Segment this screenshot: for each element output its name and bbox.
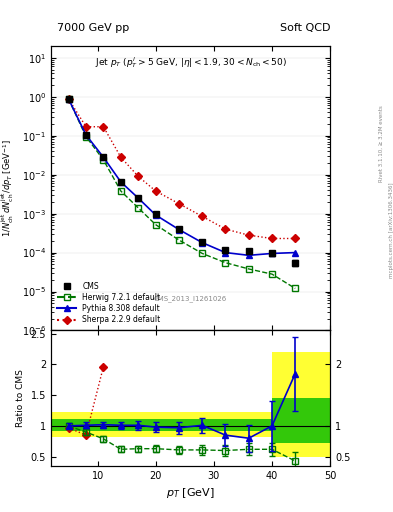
Text: CMS_2013_I1261026: CMS_2013_I1261026 [154, 295, 227, 302]
Legend: CMS, Herwig 7.2.1 default, Pythia 8.308 default, Sherpa 2.2.9 default: CMS, Herwig 7.2.1 default, Pythia 8.308 … [55, 279, 163, 327]
Y-axis label: Ratio to CMS: Ratio to CMS [16, 369, 25, 427]
Text: 7000 GeV pp: 7000 GeV pp [57, 23, 129, 33]
X-axis label: $p_T$ [GeV]: $p_T$ [GeV] [166, 486, 215, 500]
Text: mcplots.cern.ch [arXiv:1306.3436]: mcplots.cern.ch [arXiv:1306.3436] [389, 183, 393, 278]
Y-axis label: $1/N_\mathrm{ch}^\mathrm{jet}\,dN_\mathrm{ch}^\mathrm{jet}/dp_T\;[\mathrm{GeV}^{: $1/N_\mathrm{ch}^\mathrm{jet}\,dN_\mathr… [0, 139, 17, 237]
Text: Rivet 3.1.10, ≥ 3.2M events: Rivet 3.1.10, ≥ 3.2M events [379, 105, 384, 182]
Text: Soft QCD: Soft QCD [280, 23, 330, 33]
Text: Jet $p_T$ ($p_T^l$$>$5 GeV, $|\eta|$$<$1.9, 30$<$$N_\mathrm{ch}$$<$50): Jet $p_T$ ($p_T^l$$>$5 GeV, $|\eta|$$<$1… [95, 55, 286, 70]
